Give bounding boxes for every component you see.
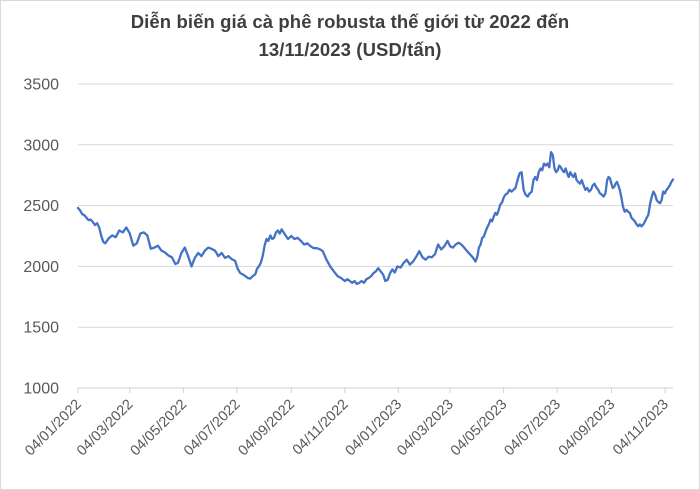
y-tick-label: 2500 [23,198,59,215]
x-tick-label: 04/09/2023 [556,397,619,460]
chart-title-line1: Diễn biến giá cà phê robusta thế giới từ… [130,11,570,32]
x-tick-label: 04/07/2022 [181,397,244,460]
chart-title-line2: 13/11/2023 (USD/tấn) [258,38,442,60]
x-tick-label: 04/05/2023 [448,397,511,460]
x-tick-label: 04/11/2023 [610,397,672,459]
x-axis-labels: 04/01/202204/03/202204/05/202204/07/2022… [22,397,672,460]
y-tick-label: 2000 [23,259,59,276]
x-axis [77,387,673,393]
x-tick-label: 04/03/2023 [394,397,457,460]
x-tick-label: 04/11/2022 [290,397,352,459]
y-tick-label: 1000 [23,381,59,398]
y-tick-label: 1500 [23,320,59,337]
y-tick-label: 3500 [23,77,59,94]
x-tick-label: 04/09/2022 [235,397,298,460]
chart-title: Diễn biến giá cà phê robusta thế giới từ… [1,8,699,64]
y-tick-label: 3000 [23,137,59,154]
y-axis-labels: 3500 3000 2500 2000 1500 1000 [23,77,59,398]
x-tick-label: 04/07/2023 [501,397,564,460]
gridlines [78,83,673,389]
price-series-line [76,150,675,286]
x-tick-label: 04/05/2022 [128,397,191,460]
x-tick-label: 04/03/2022 [74,397,137,460]
